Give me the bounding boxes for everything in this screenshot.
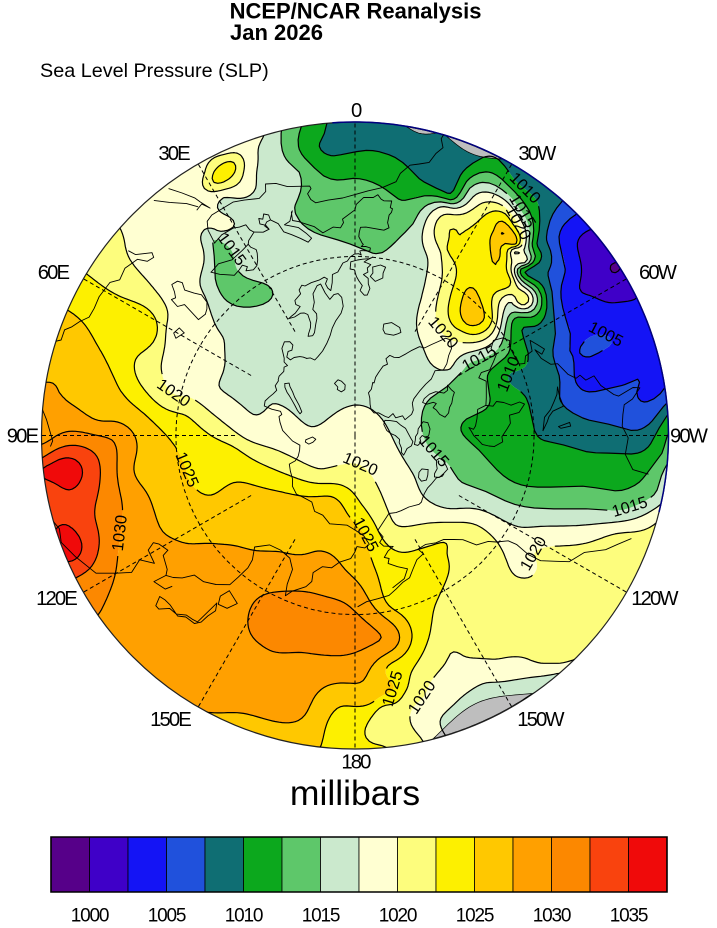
svg-text:Sea Level Pressure (SLP): Sea Level Pressure (SLP) (40, 60, 269, 82)
svg-text:60E: 60E (38, 262, 70, 284)
svg-text:1020: 1020 (379, 906, 417, 924)
svg-text:1005: 1005 (148, 906, 186, 924)
svg-text:60W: 60W (639, 262, 678, 284)
svg-text:90W: 90W (670, 426, 709, 448)
svg-text:120E: 120E (36, 588, 77, 610)
svg-text:120W: 120W (631, 588, 679, 610)
svg-text:1000: 1000 (71, 906, 109, 924)
svg-text:90E: 90E (7, 426, 39, 448)
svg-text:1025: 1025 (456, 906, 494, 924)
svg-text:30E: 30E (158, 143, 190, 165)
svg-text:1010: 1010 (225, 906, 263, 924)
svg-text:NCEP/NCAR Reanalysis: NCEP/NCAR Reanalysis (230, 0, 482, 24)
svg-text:0: 0 (351, 100, 362, 122)
svg-text:30W: 30W (518, 143, 557, 165)
svg-text:1030: 1030 (109, 514, 131, 552)
svg-text:1035: 1035 (610, 906, 648, 924)
svg-text:180: 180 (341, 751, 371, 773)
svg-text:1015: 1015 (302, 906, 340, 924)
svg-text:150E: 150E (150, 709, 191, 731)
svg-text:millibars: millibars (290, 773, 420, 813)
svg-text:Jan 2026: Jan 2026 (230, 20, 323, 45)
svg-text:1030: 1030 (533, 906, 571, 924)
svg-text:150W: 150W (517, 709, 565, 731)
